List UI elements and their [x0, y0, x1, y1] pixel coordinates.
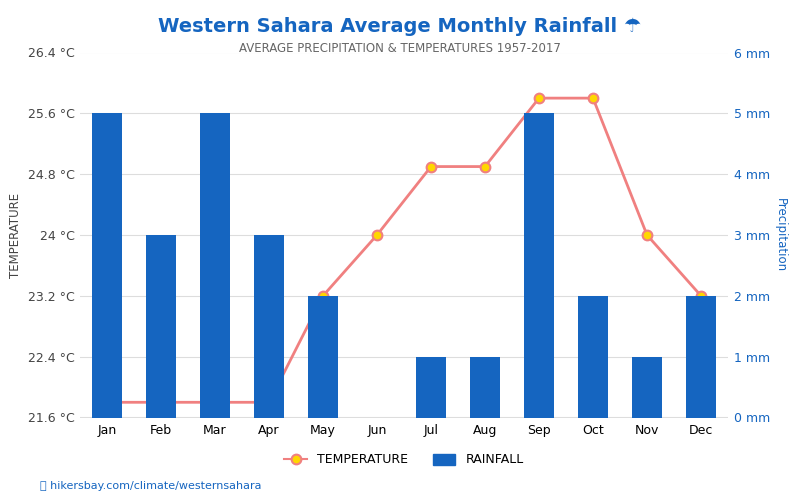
- Y-axis label: Precipitation: Precipitation: [774, 198, 786, 272]
- Bar: [200, 114, 230, 418]
- Text: Western Sahara Average Monthly Rainfall ☂: Western Sahara Average Monthly Rainfall …: [158, 18, 642, 36]
- Bar: [416, 356, 446, 418]
- Bar: [578, 296, 608, 418]
- Legend: TEMPERATURE, RAINFALL: TEMPERATURE, RAINFALL: [279, 448, 529, 471]
- Bar: [92, 114, 122, 418]
- Text: ⦾ hikersbay.com/climate/westernsahara: ⦾ hikersbay.com/climate/westernsahara: [40, 481, 262, 491]
- Bar: [686, 296, 716, 418]
- Bar: [146, 235, 176, 418]
- Bar: [632, 356, 662, 418]
- Bar: [470, 356, 500, 418]
- Bar: [254, 235, 284, 418]
- Bar: [524, 114, 554, 418]
- Y-axis label: TEMPERATURE: TEMPERATURE: [9, 192, 22, 278]
- Text: AVERAGE PRECIPITATION & TEMPERATURES 1957-2017: AVERAGE PRECIPITATION & TEMPERATURES 195…: [239, 42, 561, 56]
- Bar: [308, 296, 338, 418]
